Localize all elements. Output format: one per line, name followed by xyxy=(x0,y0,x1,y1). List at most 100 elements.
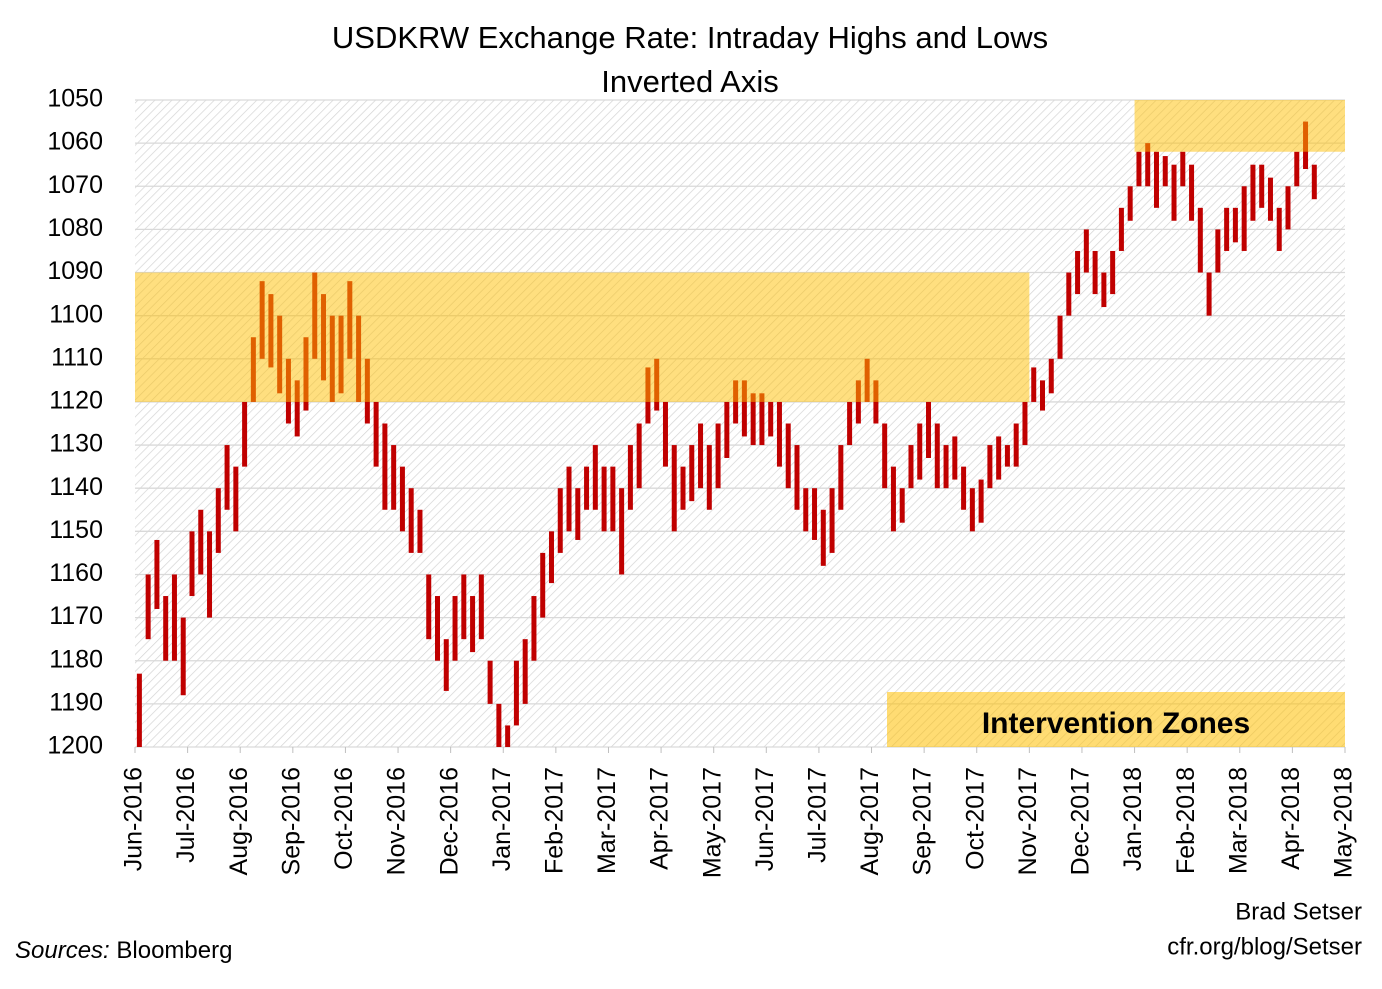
x-tick-label: Jul-2016 xyxy=(172,767,200,863)
x-tick-label: Aug-2017 xyxy=(856,767,884,875)
y-tick-label: 1180 xyxy=(49,645,103,673)
hilo-bar xyxy=(1153,151,1159,208)
x-tick-label: Dec-2016 xyxy=(435,767,463,875)
hilo-bar xyxy=(882,423,888,489)
zones xyxy=(135,100,1345,402)
intervention-zone xyxy=(1134,100,1345,152)
hilo-bar xyxy=(803,488,809,532)
hilo-bar xyxy=(1118,207,1124,251)
hilo-bar xyxy=(417,509,423,553)
axes: 1050 1060 1070 1080 1090 1100 1110 1120 1130 1140… xyxy=(47,85,1357,879)
y-tick-label: 1190 xyxy=(49,688,103,716)
hilo-bar xyxy=(680,466,686,510)
x-tick-label: Apr-2017 xyxy=(646,767,674,870)
hilo-bar xyxy=(698,423,704,489)
hilo-bar xyxy=(776,401,782,467)
hilo-bar xyxy=(1057,315,1063,359)
hilo-bar xyxy=(1215,229,1221,273)
hilo-bar xyxy=(1285,186,1291,230)
x-tick-label: Nov-2017 xyxy=(1014,767,1042,875)
hilo-bar xyxy=(619,488,625,575)
hilo-bar xyxy=(706,445,712,510)
hilo-bar xyxy=(242,401,248,467)
hilo-bar xyxy=(838,445,844,510)
plot-background xyxy=(135,100,1345,747)
hilo-bar xyxy=(1136,151,1142,187)
x-tick-label: Jan-2018 xyxy=(1119,767,1147,871)
hilo-bar xyxy=(1145,143,1151,187)
hilo-bar xyxy=(1162,156,1168,187)
hilo-bar xyxy=(969,488,975,532)
hilo-bar xyxy=(566,466,572,532)
hilo-bar xyxy=(733,380,739,424)
source-name: Bloomberg xyxy=(116,937,232,964)
hilo-bar xyxy=(829,488,835,553)
hilo-bar xyxy=(496,703,502,747)
hilo-bar xyxy=(601,466,607,532)
hilo-bar xyxy=(741,380,747,437)
x-tick-label: Jan-2017 xyxy=(488,767,516,871)
hilo-bar xyxy=(1232,207,1238,243)
hilo-bar xyxy=(715,423,721,489)
hilo-bar xyxy=(917,423,923,480)
hilo-bar xyxy=(1224,207,1230,251)
hilo-bar xyxy=(689,445,695,502)
hilo-bar xyxy=(443,639,449,691)
hilo-bar xyxy=(908,445,914,489)
hilo-bar xyxy=(163,596,169,661)
hilo-bar xyxy=(610,466,616,532)
hilo-bar xyxy=(487,660,493,704)
hilo-bar xyxy=(1048,358,1054,394)
hilo-bar xyxy=(540,552,546,618)
x-tick-label: May-2017 xyxy=(698,767,726,878)
y-tick-label: 1160 xyxy=(49,559,103,587)
intervention-zone xyxy=(135,272,1030,402)
credit-url: cfr.org/blog/Setser xyxy=(1167,933,1362,960)
hilo-bar xyxy=(724,401,730,459)
hilo-bar xyxy=(548,531,554,584)
hilo-bar xyxy=(207,531,213,618)
y-tick-label: 1110 xyxy=(51,343,103,371)
hilo-bar xyxy=(557,488,563,553)
x-tick-label: Aug-2016 xyxy=(225,767,253,875)
hilo-bar xyxy=(1267,177,1273,221)
x-tick-label: Apr-2018 xyxy=(1277,767,1305,870)
hilo-bar xyxy=(1127,186,1133,221)
y-tick-label: 1080 xyxy=(47,214,103,242)
hilo-bar xyxy=(198,509,204,575)
hilo-bar xyxy=(452,596,458,661)
y-tick-label: 1050 xyxy=(47,85,103,113)
x-tick-label: Oct-2017 xyxy=(961,767,989,870)
hilo-bar xyxy=(399,466,405,532)
hilo-bar xyxy=(575,488,581,540)
credit-name: Brad Setser xyxy=(1235,898,1362,925)
hilo-bar xyxy=(847,401,853,446)
hilo-bar xyxy=(1110,250,1116,295)
hilo-bar xyxy=(189,531,195,597)
hilo-bar xyxy=(531,596,537,661)
hilo-bar xyxy=(1066,272,1072,316)
hilo-bar xyxy=(1189,164,1195,221)
y-tick-label: 1130 xyxy=(49,430,103,458)
hilo-bar xyxy=(1031,367,1037,402)
hilo-bar xyxy=(794,445,800,510)
chart-subtitle: Inverted Axis xyxy=(601,64,778,99)
hilo-bar xyxy=(1259,164,1265,208)
source-gap xyxy=(110,937,117,964)
y-tick-label: 1170 xyxy=(49,602,103,630)
hilo-bar xyxy=(899,488,905,523)
hilo-bar xyxy=(934,423,940,489)
hilo-bar xyxy=(785,423,791,489)
hilo-bar xyxy=(890,466,896,532)
hilo-bar xyxy=(1022,401,1028,446)
zones-legend-label: Intervention Zones xyxy=(982,707,1250,740)
hilo-bar xyxy=(224,445,230,510)
hilo-bar xyxy=(435,596,440,661)
hilo-bar xyxy=(1092,250,1098,295)
hilo-bar xyxy=(943,445,949,489)
hilo-bar xyxy=(812,488,818,540)
hilo-bar xyxy=(1311,164,1317,200)
x-tick-label: Nov-2016 xyxy=(383,767,411,875)
hilo-bar xyxy=(461,574,467,640)
